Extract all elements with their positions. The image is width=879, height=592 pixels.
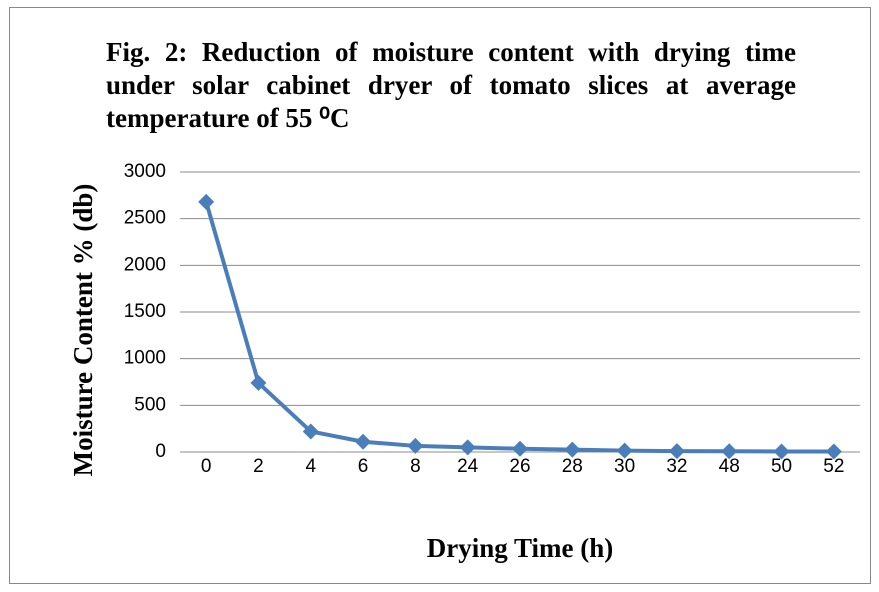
data-point bbox=[616, 442, 633, 459]
y-tick-label: 1000 bbox=[124, 348, 166, 369]
data-point bbox=[198, 193, 215, 210]
data-point bbox=[302, 423, 319, 440]
data-point bbox=[773, 443, 790, 460]
x-tick-label: 52 bbox=[823, 456, 844, 477]
y-axis-title: Moisture Content % (db) bbox=[68, 184, 98, 477]
data-point bbox=[250, 374, 267, 391]
data-point bbox=[721, 443, 738, 460]
x-tick-label: 24 bbox=[457, 456, 479, 477]
data-point bbox=[825, 443, 842, 460]
chart-frame bbox=[9, 7, 871, 584]
y-tick-label: 2000 bbox=[124, 254, 166, 275]
y-tick-label: 2500 bbox=[124, 208, 166, 229]
x-tick-label: 2 bbox=[253, 456, 264, 477]
y-tick-label: 0 bbox=[155, 441, 166, 462]
x-tick-label: 4 bbox=[305, 456, 316, 477]
data-line bbox=[204, 201, 834, 454]
data-point bbox=[459, 439, 476, 456]
data-point bbox=[512, 440, 528, 457]
x-tick-label: 50 bbox=[771, 456, 792, 477]
y-tick-label: 500 bbox=[134, 394, 166, 415]
x-tick-label: 6 bbox=[358, 456, 369, 477]
data-point bbox=[668, 443, 685, 460]
data-point bbox=[355, 433, 372, 450]
x-tick-label: 26 bbox=[509, 456, 530, 477]
y-tick-label: 1500 bbox=[124, 301, 166, 322]
data-point bbox=[564, 441, 581, 458]
x-tick-label: 8 bbox=[410, 456, 421, 477]
chart-title: Fig. 2: Reduction of moisture content wi… bbox=[106, 37, 796, 133]
x-tick-label: 48 bbox=[719, 456, 740, 477]
data-point bbox=[407, 437, 424, 454]
x-tick-label: 30 bbox=[614, 456, 635, 477]
x-tick-label: 32 bbox=[666, 456, 687, 477]
x-tick-label: 28 bbox=[562, 456, 583, 477]
x-axis-title: Drying Time (h) bbox=[427, 533, 614, 563]
x-tick-label: 0 bbox=[201, 456, 212, 477]
y-tick-label: 3000 bbox=[124, 161, 166, 182]
